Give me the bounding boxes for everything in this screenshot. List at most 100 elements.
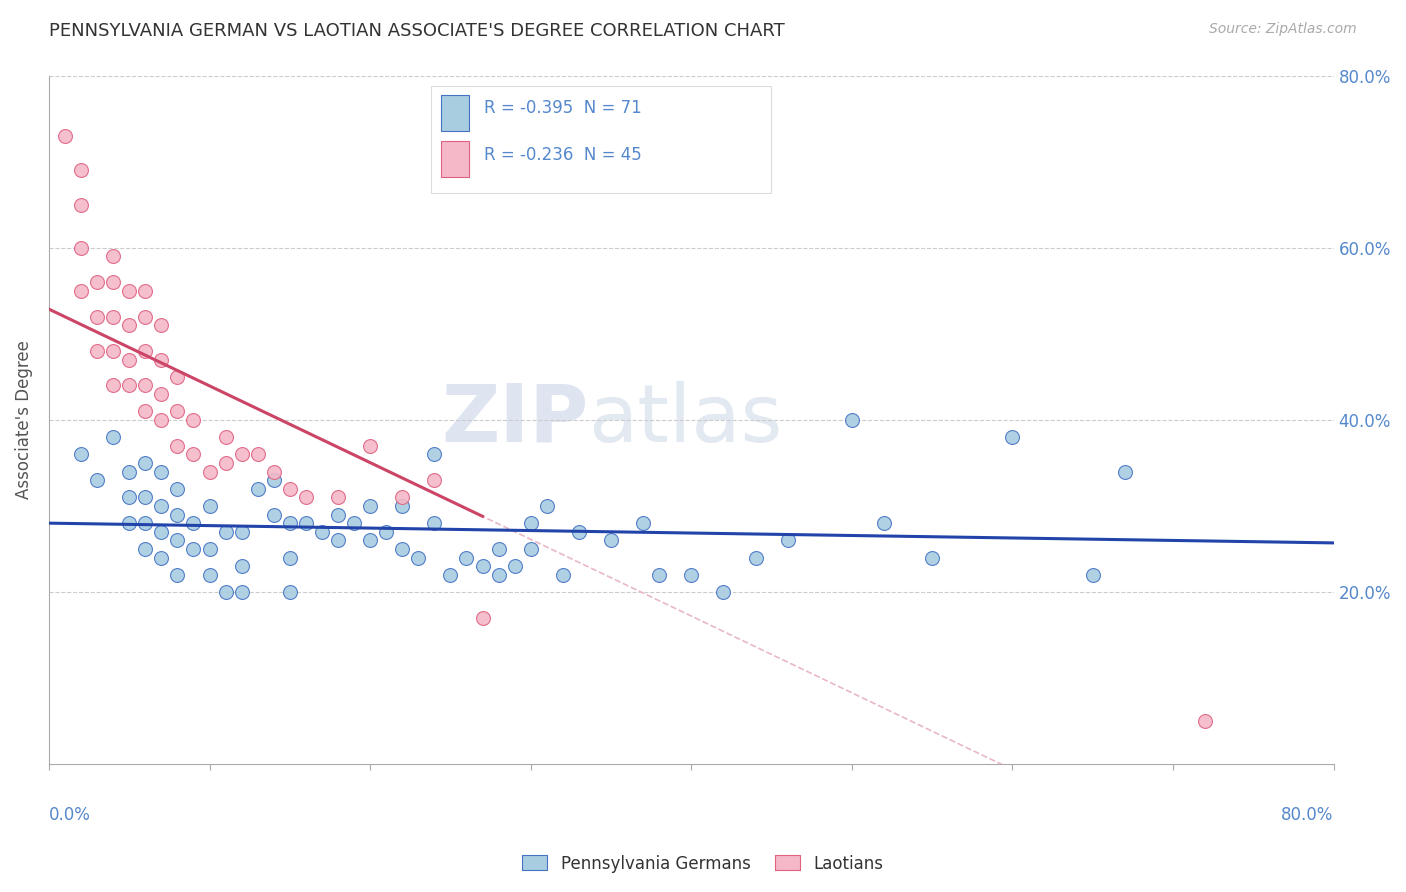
Point (150, 499, 173, 513)
Point (70, 284, 93, 298)
Point (166, 567, 188, 582)
Point (166, 508, 188, 522)
Point (713, 585, 735, 599)
Point (103, 430, 125, 444)
Text: PENNSYLVANIA GERMAN VS LAOTIAN ASSOCIATE'S DEGREE CORRELATION CHART: PENNSYLVANIA GERMAN VS LAOTIAN ASSOCIATE… (49, 22, 785, 40)
Point (326, 533, 349, 548)
Point (118, 318, 141, 333)
Point (70, 241, 93, 255)
Point (134, 456, 156, 470)
Point (231, 559, 253, 574)
Point (70, 163, 93, 178)
Point (648, 567, 671, 582)
Point (150, 413, 173, 427)
Point (488, 567, 510, 582)
Point (519, 542, 541, 557)
Point (134, 284, 156, 298)
Text: Source: ZipAtlas.com: Source: ZipAtlas.com (1209, 22, 1357, 37)
Point (103, 378, 125, 392)
Point (231, 447, 253, 461)
Point (134, 491, 156, 505)
Point (183, 447, 205, 461)
Point (134, 310, 156, 324)
Point (776, 533, 799, 548)
Point (471, 611, 494, 625)
Text: 0.0%: 0.0% (49, 805, 91, 823)
Point (150, 465, 173, 479)
Text: ZIP: ZIP (441, 381, 589, 458)
Point (439, 567, 461, 582)
Point (134, 344, 156, 359)
Point (311, 524, 333, 539)
Point (681, 567, 703, 582)
Point (118, 491, 141, 505)
Point (278, 550, 301, 565)
Text: 80.0%: 80.0% (1281, 805, 1334, 823)
Point (326, 491, 349, 505)
Point (166, 533, 188, 548)
Point (326, 508, 349, 522)
FancyBboxPatch shape (441, 95, 470, 130)
Point (471, 559, 494, 574)
Point (103, 344, 125, 359)
Point (1001, 430, 1024, 444)
Point (519, 516, 541, 531)
Point (278, 482, 301, 496)
Point (150, 550, 173, 565)
Point (391, 499, 413, 513)
Point (359, 439, 381, 453)
Point (423, 473, 446, 487)
Point (408, 550, 430, 565)
Point (118, 378, 141, 392)
Point (118, 284, 141, 298)
Point (423, 516, 446, 531)
Point (134, 542, 156, 557)
Point (150, 352, 173, 367)
Point (263, 465, 285, 479)
Point (70, 447, 93, 461)
Point (118, 352, 141, 367)
Point (118, 516, 141, 531)
Point (86, 310, 108, 324)
FancyBboxPatch shape (441, 141, 470, 177)
Point (375, 524, 398, 539)
Point (631, 516, 654, 531)
Text: R = -0.395  N = 71: R = -0.395 N = 71 (485, 99, 643, 117)
Point (263, 473, 285, 487)
Point (150, 524, 173, 539)
Point (166, 404, 188, 418)
Point (841, 413, 863, 427)
Point (214, 456, 236, 470)
Point (744, 550, 766, 565)
Point (246, 482, 269, 496)
Point (873, 516, 896, 531)
Point (70, 197, 93, 211)
Point (134, 516, 156, 531)
Point (246, 447, 269, 461)
Point (198, 542, 221, 557)
Point (1114, 465, 1136, 479)
Legend: Pennsylvania Germans, Laotians: Pennsylvania Germans, Laotians (516, 848, 890, 880)
Point (359, 533, 381, 548)
Point (456, 550, 478, 565)
Point (423, 447, 446, 461)
Text: R = -0.236  N = 45: R = -0.236 N = 45 (485, 145, 643, 164)
Point (214, 524, 236, 539)
Point (183, 542, 205, 557)
Point (86, 473, 108, 487)
Point (198, 465, 221, 479)
Point (53, 128, 76, 143)
Point (1194, 714, 1216, 729)
Point (391, 491, 413, 505)
Point (278, 585, 301, 599)
Point (295, 491, 318, 505)
Point (551, 567, 574, 582)
Point (183, 413, 205, 427)
Point (214, 585, 236, 599)
Point (150, 318, 173, 333)
Point (198, 567, 221, 582)
Point (214, 430, 236, 444)
Y-axis label: Associate's Degree: Associate's Degree (15, 341, 32, 500)
Point (295, 516, 318, 531)
Point (568, 524, 591, 539)
